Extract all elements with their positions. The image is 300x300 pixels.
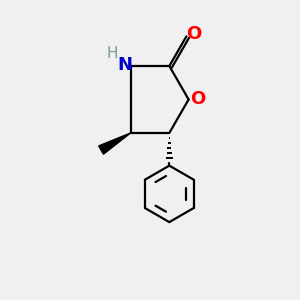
Text: N: N [118, 56, 133, 74]
Text: O: O [190, 91, 205, 109]
Text: O: O [186, 25, 202, 43]
Text: H: H [106, 46, 118, 61]
Polygon shape [99, 133, 131, 154]
